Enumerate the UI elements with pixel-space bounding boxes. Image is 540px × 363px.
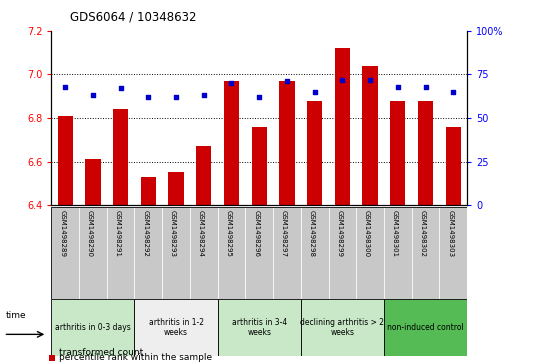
Text: GSM1498298: GSM1498298 (309, 210, 315, 257)
Text: GSM1498297: GSM1498297 (281, 210, 287, 257)
Text: GSM1498295: GSM1498295 (226, 210, 232, 257)
FancyBboxPatch shape (107, 207, 134, 299)
FancyBboxPatch shape (79, 207, 107, 299)
Text: GSM1498294: GSM1498294 (198, 210, 204, 257)
Bar (58, 116, 73, 205)
Bar (279, 81, 294, 205)
Text: GDS6064 / 10348632: GDS6064 / 10348632 (70, 11, 197, 24)
Point (199, 93, 208, 98)
FancyBboxPatch shape (218, 299, 301, 356)
FancyBboxPatch shape (245, 207, 273, 299)
Text: GSM1498303: GSM1498303 (447, 210, 453, 257)
Text: GSM1498302: GSM1498302 (420, 210, 426, 257)
Bar (335, 48, 350, 205)
FancyBboxPatch shape (301, 299, 384, 356)
Point (449, 89, 457, 95)
Text: GSM1498293: GSM1498293 (170, 210, 176, 257)
Bar (418, 101, 433, 205)
Point (227, 80, 236, 86)
FancyBboxPatch shape (51, 299, 134, 356)
Text: GSM1498296: GSM1498296 (253, 210, 259, 257)
Point (394, 84, 402, 90)
FancyBboxPatch shape (273, 207, 301, 299)
Bar (85, 159, 100, 205)
FancyBboxPatch shape (328, 207, 356, 299)
Text: GSM1498292: GSM1498292 (143, 210, 148, 257)
Text: transformed count: transformed count (59, 348, 144, 357)
FancyBboxPatch shape (190, 207, 218, 299)
FancyBboxPatch shape (218, 207, 245, 299)
Text: GSM1498301: GSM1498301 (392, 210, 398, 257)
Point (310, 89, 319, 95)
Point (89, 93, 97, 98)
Bar (113, 109, 128, 205)
Text: arthritis in 1-2
weeks: arthritis in 1-2 weeks (148, 318, 204, 337)
Bar (224, 81, 239, 205)
Bar (141, 177, 156, 205)
Bar (307, 101, 322, 205)
Text: arthritis in 3-4
weeks: arthritis in 3-4 weeks (232, 318, 287, 337)
Point (61, 84, 70, 90)
Bar (196, 146, 211, 205)
Text: GSM1498289: GSM1498289 (59, 210, 65, 257)
FancyBboxPatch shape (134, 299, 218, 356)
Bar (446, 127, 461, 205)
Point (338, 77, 347, 82)
Point (172, 94, 180, 100)
Text: non-induced control: non-induced control (387, 323, 464, 332)
FancyBboxPatch shape (162, 207, 190, 299)
Bar (390, 101, 406, 205)
FancyBboxPatch shape (384, 299, 467, 356)
FancyBboxPatch shape (356, 207, 384, 299)
Point (282, 78, 291, 84)
FancyBboxPatch shape (301, 207, 328, 299)
Point (144, 94, 153, 100)
FancyBboxPatch shape (411, 207, 440, 299)
Point (255, 94, 264, 100)
FancyBboxPatch shape (134, 207, 162, 299)
Text: GSM1498290: GSM1498290 (87, 210, 93, 257)
Text: GSM1498300: GSM1498300 (364, 210, 370, 257)
Text: time: time (6, 311, 26, 320)
Point (366, 77, 374, 82)
Text: percentile rank within the sample: percentile rank within the sample (59, 353, 213, 362)
FancyBboxPatch shape (51, 207, 79, 299)
Text: arthritis in 0-3 days: arthritis in 0-3 days (55, 323, 131, 332)
Text: GSM1498291: GSM1498291 (114, 210, 120, 257)
Text: GSM1498299: GSM1498299 (336, 210, 342, 257)
Point (421, 84, 430, 90)
Text: declining arthritis > 2
weeks: declining arthritis > 2 weeks (300, 318, 384, 337)
Bar (168, 172, 184, 205)
Point (116, 85, 125, 91)
Bar (252, 127, 267, 205)
FancyBboxPatch shape (440, 207, 467, 299)
Bar (362, 66, 377, 205)
FancyBboxPatch shape (384, 207, 411, 299)
